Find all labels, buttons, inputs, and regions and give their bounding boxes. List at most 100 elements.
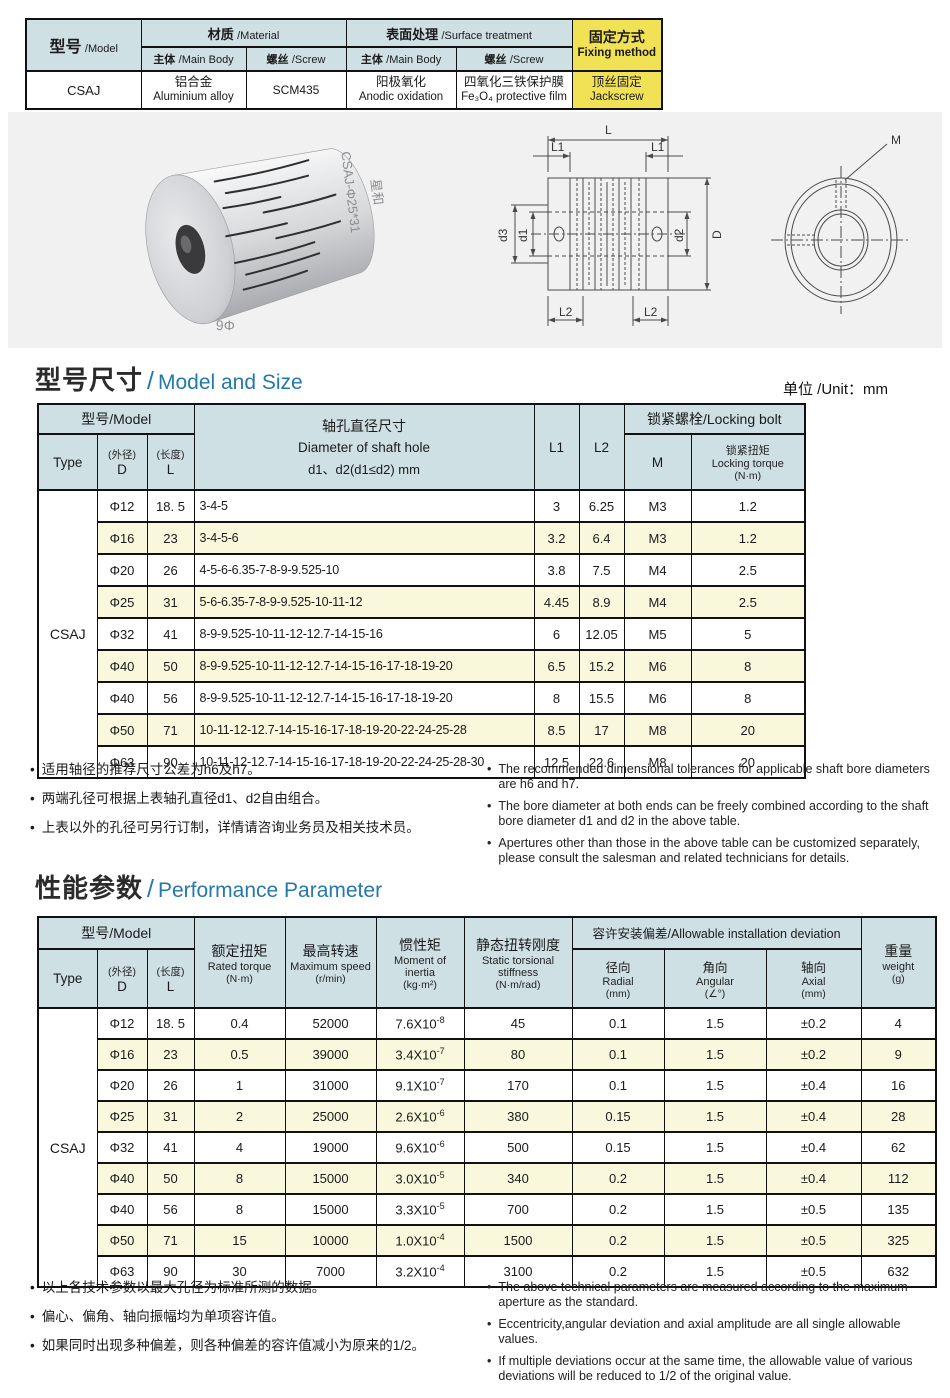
- cell-locking-torque: 1.2: [690, 521, 806, 555]
- cell-axial-deviation: ±0.2: [765, 1038, 862, 1071]
- cell-length: 90: [146, 1255, 195, 1288]
- table-row: Φ25 31 5-6-6.35-7-8-9-9.525-10-11-12 4.45 8.…: [38, 585, 806, 619]
- dim-d2: d2: [672, 228, 686, 242]
- spec-subheader-screw: 螺丝 /Screw: [455, 46, 573, 72]
- cell-weight: 28: [860, 1100, 937, 1133]
- note-item: • 上表以外的孔径可另行订制，详情请咨询业务员及相关技术员。: [30, 820, 475, 836]
- cell-max-speed: 10000: [284, 1224, 377, 1257]
- ms-header-l2: L2: [578, 403, 625, 491]
- bullet-icon: •: [487, 1317, 492, 1331]
- ms-header-model: 型号/Model: [37, 403, 195, 435]
- cell-axial-deviation: ±0.4: [765, 1162, 862, 1195]
- cell-angular-deviation: 1.5: [663, 1069, 767, 1102]
- cell-axial-deviation: ±0.5: [765, 1255, 862, 1288]
- note-text: Apertures other than those in the above …: [498, 836, 920, 865]
- cell-rated-torque: 1: [193, 1069, 286, 1102]
- cell-l2: 7.5: [578, 553, 625, 587]
- cell-l1: 6: [533, 617, 580, 651]
- cell-length: 26: [146, 553, 195, 587]
- bullet-icon: •: [30, 762, 35, 777]
- cell-moment-of-inertia: 9.1X10-7: [375, 1069, 465, 1102]
- cell-max-speed: 7000: [284, 1255, 377, 1288]
- spec-screw-material: SCM435: [245, 70, 347, 110]
- cell-radial-deviation: 0.1: [571, 1007, 665, 1040]
- table-row: CSAJ Φ12 18. 5 3-4-5 3 6.25 M3 1.2: [37, 489, 806, 779]
- table-row: Φ40 50 8-9-9.525-10-11-12-12.7-14-15-16-17…: [38, 649, 806, 683]
- cell-bore-list: 10-11-12-12.7-14-15-16-17-18-19-20-22-24…: [193, 713, 535, 747]
- cell-moment-of-inertia: 3.0X10-5: [375, 1162, 465, 1195]
- cell-length: 23: [146, 1038, 195, 1071]
- cell-rated-torque: 0.5: [193, 1038, 286, 1071]
- cell-moment-of-inertia: 3.3X10-5: [375, 1193, 465, 1226]
- spec-subheader-main-body: 主体 /Main Body: [140, 46, 247, 72]
- cell-outer-diameter: Φ50: [96, 1224, 148, 1257]
- note-text: The recommended dimensional tolerances f…: [498, 762, 930, 791]
- section-title-en: Performance Parameter: [157, 879, 383, 902]
- spec-fixing-value: 顶丝固定 Jackscrew: [571, 70, 663, 110]
- cell-length: 56: [146, 681, 195, 715]
- cell-radial-deviation: 0.2: [571, 1162, 665, 1195]
- cell-length: 31: [146, 1100, 195, 1133]
- spec-subheader-main-body: 主体 /Main Body: [345, 46, 457, 72]
- note-item: • 偏心、偏角、轴向振幅均为单项容许值。: [30, 1309, 475, 1325]
- spec-header-model: 型号 /Model: [25, 18, 142, 72]
- pf-header-weight: 重量 weight (g): [860, 916, 937, 1009]
- cell-outer-diameter: Φ50: [96, 713, 148, 747]
- cell-angular-deviation: 1.5: [663, 1224, 767, 1257]
- cell-angular-deviation: 1.5: [663, 1100, 767, 1133]
- cell-bore-list: 4-5-6-6.35-7-8-9-9.525-10: [193, 553, 535, 587]
- note-text: 两端孔径可根据上表轴孔直径d1、d2自由组合。: [41, 791, 329, 807]
- table-row: Φ40 56 8 15000 3.3X10-5 700 0.2 1.5 ±0.5 135: [38, 1193, 937, 1226]
- coupling-photo: CSAJ-Φ25*31 星和 Φ6: [145, 148, 386, 334]
- cell-weight: 112: [860, 1162, 937, 1195]
- section-title-zh: 性能参数: [35, 873, 144, 903]
- type-cell: CSAJ: [37, 489, 98, 779]
- section-title-sep: /: [147, 875, 154, 903]
- bullet-icon: •: [30, 1338, 35, 1354]
- cell-l2: 17: [578, 713, 625, 747]
- cell-weight: 325: [860, 1224, 937, 1257]
- note-text: The above technical parameters are measu…: [498, 1280, 908, 1309]
- table-row: Φ25 31 2 25000 2.6X10-6 380 0.15 1.5 ±0.4 28: [38, 1100, 937, 1133]
- cell-outer-diameter: Φ12: [96, 1007, 148, 1040]
- cell-weight: 16: [860, 1069, 937, 1102]
- cell-rated-torque: 0.4: [193, 1007, 286, 1040]
- cell-l1: 8.5: [533, 713, 580, 747]
- cell-bore-list: 8-9-9.525-10-11-12-12.7-14-15-16-17-18-1…: [193, 681, 535, 715]
- cell-moment-of-inertia: 7.6X10-8: [375, 1007, 465, 1040]
- cell-l1: 3.2: [533, 521, 580, 555]
- bullet-icon: •: [30, 791, 35, 807]
- cell-max-speed: 19000: [284, 1131, 377, 1164]
- note-item: • 两端孔径可根据上表轴孔直径d1、d2自由组合。: [30, 791, 475, 807]
- pf-header-model: 型号/Model: [37, 916, 195, 950]
- cell-max-speed: 39000: [284, 1038, 377, 1071]
- cell-rated-torque: 15: [193, 1224, 286, 1257]
- dim-M: M: [891, 133, 901, 147]
- cell-angular-deviation: 1.5: [663, 1007, 767, 1040]
- cell-axial-deviation: ±0.4: [765, 1069, 862, 1102]
- ms-header-d: (外径) D: [96, 433, 148, 491]
- cell-torsional-stiffness: 700: [463, 1193, 573, 1226]
- ms-header-type: Type: [37, 433, 98, 491]
- dim-L1: L1: [651, 140, 665, 154]
- cell-locking-torque: 20: [690, 745, 806, 779]
- bullet-icon: •: [487, 836, 492, 850]
- table-row: Φ20 26 4-5-6-6.35-7-8-9-9.525-10 3.8 7.5 M4 2.…: [38, 553, 806, 587]
- pf-header-rated-torque: 额定扭矩 Rated torque (N·m): [193, 916, 286, 1009]
- cell-angular-deviation: 1.5: [663, 1255, 767, 1288]
- cell-locking-torque: 2.5: [690, 553, 806, 587]
- unit-label: 单位 /Unit：mm: [782, 381, 888, 398]
- cell-axial-deviation: ±0.2: [765, 1007, 862, 1040]
- cell-locking-torque: 2.5: [690, 585, 806, 619]
- cell-axial-deviation: ±0.4: [765, 1131, 862, 1164]
- cell-max-speed: 15000: [284, 1162, 377, 1195]
- performance-table: 型号/Model 额定扭矩 Rated torque (N·m) 最高转速 Ma…: [37, 916, 938, 1288]
- spec-subheader-screw: 螺丝 /Screw: [245, 46, 347, 72]
- bullet-icon: •: [30, 820, 35, 836]
- bullet-icon: •: [487, 762, 492, 776]
- cell-l2: 6.4: [578, 521, 625, 555]
- cell-l1: 3.8: [533, 553, 580, 587]
- note-text: 适用轴径的推荐尺寸公差为h6及h7。: [41, 762, 261, 777]
- pf-header-stiffness: 静态扭转刚度 Static torsional stiffness (N·m/r…: [463, 916, 573, 1009]
- cell-outer-diameter: Φ25: [96, 585, 148, 619]
